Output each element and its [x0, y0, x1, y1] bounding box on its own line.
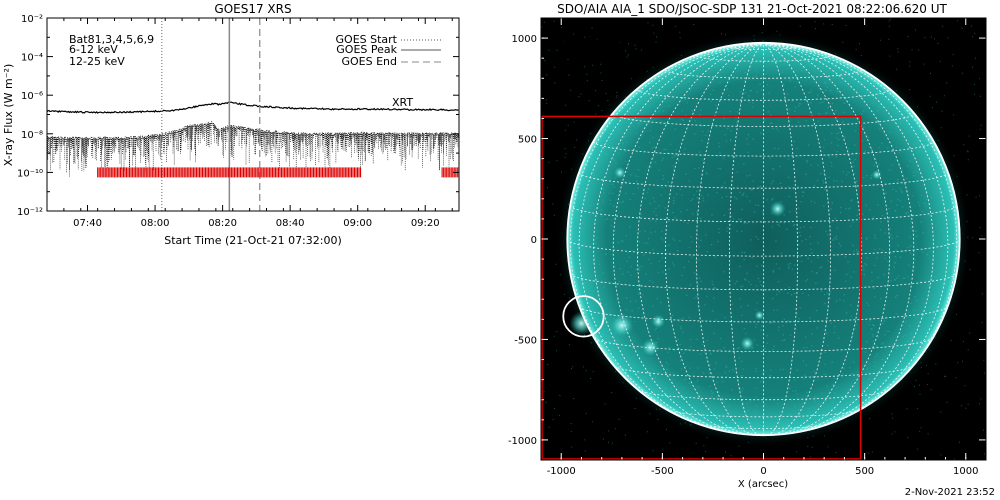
left-axes: 10⁻² 10⁻⁴ 10⁻⁶ 10⁻⁸ 10⁻¹⁰ 10⁻¹² 07:40 08:00 08:2… [17, 14, 459, 229]
active-region [609, 313, 635, 338]
solar-texture [571, 48, 955, 430]
right-plot-frame [540, 17, 987, 461]
right-x-tick-label: -1000 [547, 466, 576, 477]
left-y-axis-label: X-ray Flux (W m⁻²) [2, 64, 15, 166]
right-y-tick-label: 500 [518, 135, 537, 146]
right-title: SDO/AIA AIA_1 SDO/JSOC-SDP 131 21-Oct-20… [557, 2, 947, 16]
legend-goes-start-label: GOES Start [336, 33, 398, 46]
grid-longitude-line [763, 43, 934, 434]
xrt-fov-label: XRT FOV [553, 424, 596, 435]
energy-label-bat: Bat81,3,4,5,6,9 [69, 33, 154, 46]
grid-longitude-line [664, 43, 764, 436]
grid-longitude-line [763, 43, 891, 435]
left-x-axis-label: Start Time (21-Oct-21 07:32:00) [164, 234, 342, 247]
active-region [754, 310, 765, 321]
xrt-label: XRT [392, 96, 413, 109]
goes-series-low-energy [47, 121, 459, 178]
solar-limb [566, 41, 961, 437]
aia-image-panel: SDO/AIA AIA_1 SDO/JSOC-SDP 131 21-Oct-20… [508, 2, 987, 490]
grid-longitude-line [593, 43, 764, 434]
grid-latitude-line [593, 141, 934, 157]
grid-latitude-line [570, 273, 957, 291]
right-y-tick-label: 1000 [512, 34, 537, 45]
grid-longitude-line [763, 43, 863, 436]
right-axes: -1000 -500 0 500 1000 -1000 -500 0 500 1000 [508, 18, 986, 477]
right-x-tick-label: 500 [855, 466, 874, 477]
left-x-tick-label: 09:20 [411, 218, 440, 229]
left-y-tick-label: 10⁻⁶ [21, 91, 43, 102]
grid-longitude-line [763, 43, 915, 435]
legend-goes-peak-label: GOES Peak [336, 43, 397, 56]
left-y-tick-label: 10⁻¹² [17, 207, 43, 218]
flare-location-circle [562, 295, 605, 338]
left-x-tick-label: 08:40 [276, 218, 305, 229]
grid-longitude-line [612, 43, 764, 435]
energy-label-6-12: 6-12 keV [69, 43, 118, 56]
left-y-tick-label: 10⁻² [21, 14, 43, 25]
right-x-tick-label: 0 [760, 466, 766, 477]
left-title: GOES17 XRS [214, 2, 291, 16]
heliographic-grid [566, 43, 961, 436]
active-region [871, 169, 882, 180]
right-y-tick-label: 0 [531, 235, 537, 246]
grid-latitude-line [666, 409, 861, 418]
grid-latitude-line [578, 306, 949, 323]
active-region [569, 311, 594, 336]
right-data-layer [541, 18, 986, 460]
legend-goes-end-label: GOES End [341, 55, 397, 68]
grid-longitude-line [728, 43, 764, 436]
left-x-tick-label: 08:20 [208, 218, 237, 229]
right-y-tick-label: -1000 [508, 436, 537, 447]
active-region [613, 166, 626, 179]
grid-latitude-line [637, 389, 890, 401]
left-y-tick-label: 10⁻⁸ [21, 130, 43, 141]
flare-legend: O AIA flare location [556, 35, 652, 46]
grid-longitude-line [578, 43, 764, 429]
right-y-tick-label: -500 [514, 335, 537, 346]
left-x-tick-label: 07:40 [73, 218, 102, 229]
grid-latitude-line [729, 46, 798, 50]
goes-series-high-energy [47, 101, 459, 114]
left-data-layer [47, 18, 459, 211]
grid-longitude-line [763, 43, 831, 436]
active-region [740, 336, 755, 351]
goes-xrs-plot: GOES17 XRS 10⁻² 10⁻⁴ 10⁻⁶ 10⁻⁸ 10⁻¹⁰ 10⁻¹² 07:… [2, 2, 460, 247]
grid-latitude-line [613, 365, 914, 379]
grid-longitude-line [696, 43, 764, 436]
right-x-axis-label: X (arcsec) [738, 479, 788, 490]
left-y-tick-label: 10⁻⁴ [21, 53, 43, 64]
left-x-tick-label: 08:00 [141, 218, 170, 229]
xrt-fov-box [541, 115, 862, 460]
right-x-tick-label: -500 [651, 466, 674, 477]
right-x-tick-label: 1000 [953, 466, 978, 477]
active-region [651, 314, 666, 329]
energy-label-12-25: 12-25 keV [69, 55, 125, 68]
left-y-tick-label: 10⁻¹⁰ [17, 168, 43, 179]
grid-longitude-line [763, 43, 949, 429]
active-region [769, 200, 786, 217]
left-x-tick-label: 09:00 [343, 218, 372, 229]
footer-timestamp: 2-Nov-2021 23:52 [904, 487, 995, 498]
left-plot-frame [46, 17, 460, 212]
grid-longitude-line [636, 43, 764, 435]
grid-longitude-line [763, 43, 799, 436]
